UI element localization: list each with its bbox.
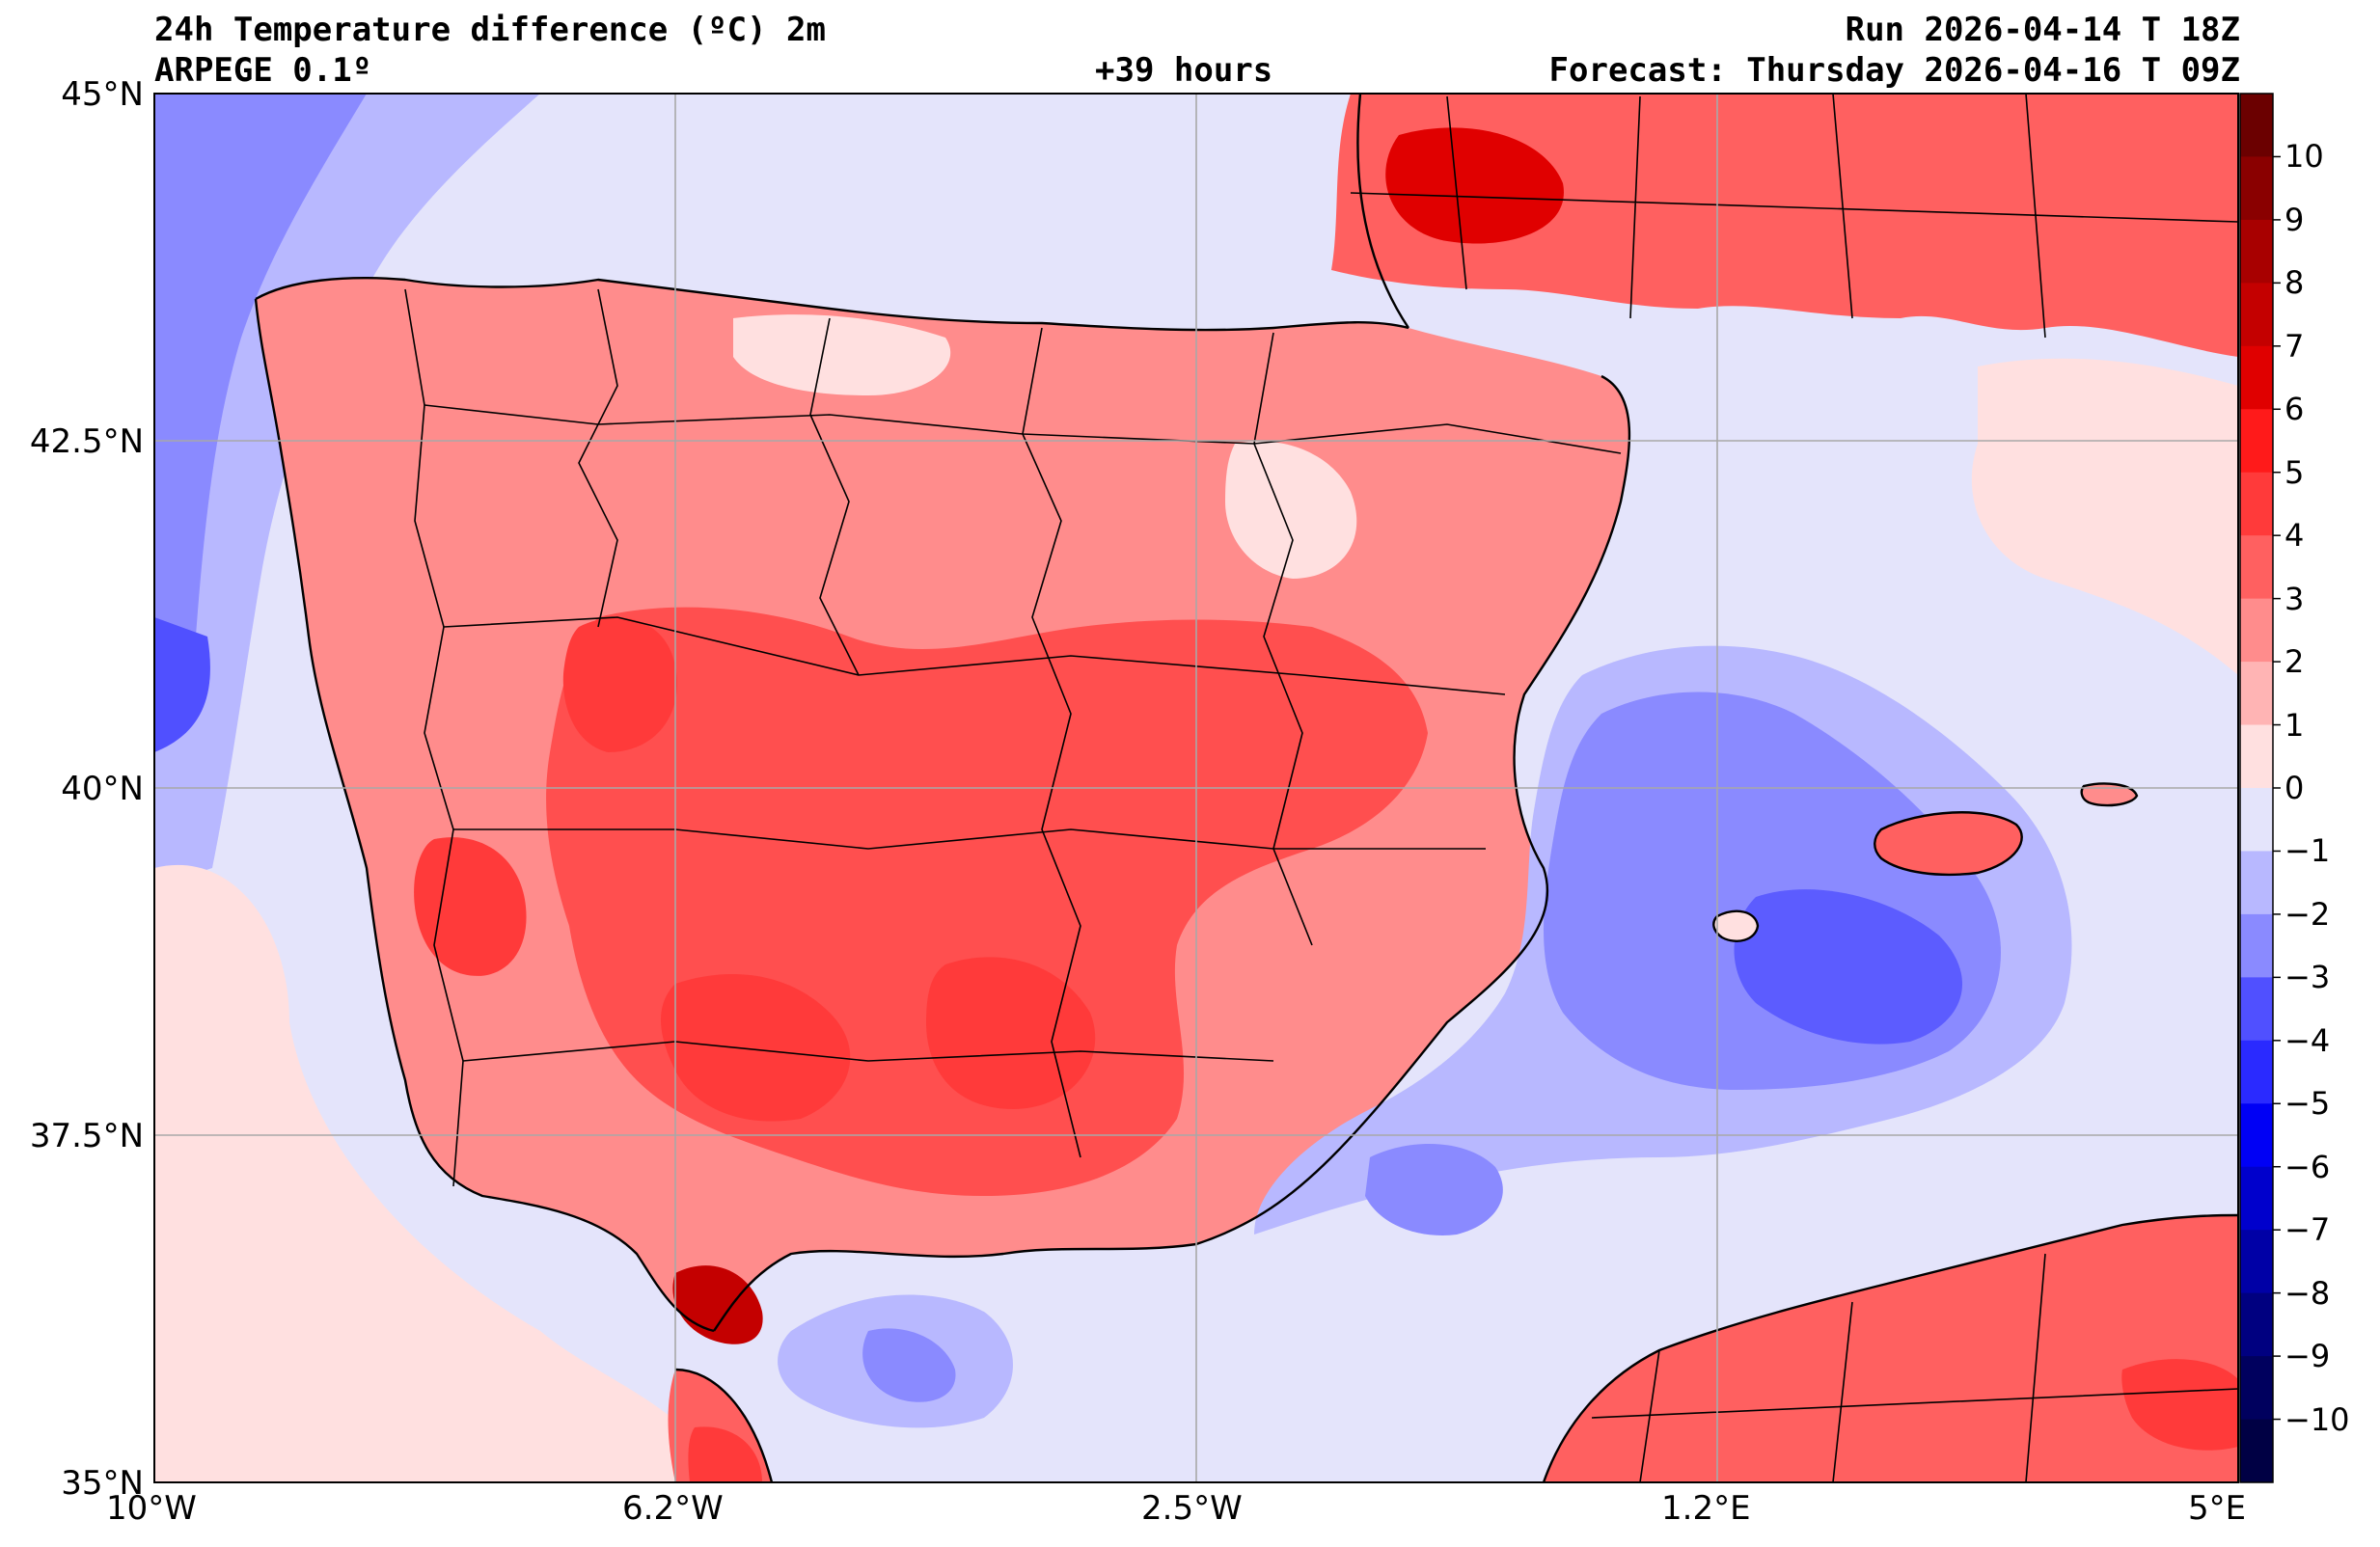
colorbar-swatch xyxy=(2240,156,2273,221)
colorbar-label: −5 xyxy=(2284,1085,2331,1123)
colorbar-swatch xyxy=(2240,1292,2273,1357)
run-time: Run 2026-04-14 T 18Z xyxy=(1845,11,2240,49)
map-field xyxy=(154,94,2238,1482)
mediterranean-cold-core xyxy=(1734,889,1962,1045)
colorbar-swatch xyxy=(2240,788,2273,852)
colorbar-label: 3 xyxy=(2284,580,2305,617)
ebro-valley-neutral xyxy=(1225,441,1357,579)
colorbar-label: 2 xyxy=(2284,643,2305,681)
gridlines xyxy=(154,94,2238,1482)
iberia-hot-zone-4 xyxy=(562,617,677,752)
colorbar-label: −1 xyxy=(2284,832,2331,870)
alboran-cold-core xyxy=(862,1328,956,1402)
colorbar-swatch xyxy=(2240,283,2273,347)
colorbar-label: 9 xyxy=(2284,201,2305,238)
colorbar-label: −8 xyxy=(2284,1274,2331,1312)
mallorca-island xyxy=(1874,812,2022,875)
colorbar xyxy=(2240,94,2281,1483)
lead-time: +39 hours xyxy=(1095,51,1273,90)
colorbar-swatch xyxy=(2240,1419,2273,1483)
lat-label-45n: 45°N xyxy=(61,75,144,114)
colorbar-swatch xyxy=(2240,219,2273,284)
colorbar-swatch xyxy=(2240,977,2273,1042)
colorbar-label: −6 xyxy=(2284,1148,2331,1185)
iberia-hot-zone-2 xyxy=(661,974,851,1122)
lat-label-35n: 35°N xyxy=(61,1464,144,1503)
iberia-hot-zone-3 xyxy=(926,957,1096,1109)
colorbar-label: 4 xyxy=(2284,517,2305,555)
colorbar-label: −10 xyxy=(2284,1400,2350,1438)
colorbar-label: 10 xyxy=(2284,138,2324,176)
gulf-of-lion-neutral xyxy=(1971,358,2238,675)
colorbar-swatch xyxy=(2240,724,2273,789)
algeria-hot-spot xyxy=(2121,1359,2238,1451)
colorbar-swatch xyxy=(2240,598,2273,663)
france-warm-area xyxy=(1331,94,2238,357)
colorbar-label: 7 xyxy=(2284,327,2305,365)
lat-label-42-5n: 42.5°N xyxy=(29,422,144,461)
lon-label-1-2e: 1.2°E xyxy=(1661,1489,1751,1528)
morocco-hot-spot xyxy=(688,1426,762,1482)
colorbar-label: 1 xyxy=(2284,706,2305,744)
colorbar-swatch xyxy=(2240,1040,2273,1104)
colorbar-label: −4 xyxy=(2284,1021,2331,1059)
map-frame xyxy=(153,93,2239,1483)
colorbar-label: 5 xyxy=(2284,453,2305,491)
colorbar-swatch xyxy=(2240,662,2273,726)
colorbar-swatch xyxy=(2240,913,2273,978)
colorbar-label: −9 xyxy=(2284,1338,2331,1375)
ibiza-island xyxy=(1713,910,1758,941)
south-atlantic-neutral xyxy=(154,864,733,1482)
france-hot-spot xyxy=(1385,127,1564,244)
colorbar-swatch xyxy=(2240,472,2273,536)
lon-label-5e: 5°E xyxy=(2188,1489,2247,1528)
colorbar-swatch xyxy=(2240,345,2273,410)
menorca-island xyxy=(2081,783,2137,806)
colorbar-swatch xyxy=(2240,1103,2273,1168)
colorbar-swatch xyxy=(2240,535,2273,600)
colorbar-swatch xyxy=(2240,409,2273,474)
colorbar-swatch xyxy=(2240,1230,2273,1294)
model-name: ARPEGE 0.1º xyxy=(154,51,372,90)
colorbar-swatch xyxy=(2240,851,2273,915)
lon-label-6-2w: 6.2°W xyxy=(622,1489,724,1528)
colorbar-label: −7 xyxy=(2284,1211,2331,1249)
murcia-coast-cold xyxy=(1365,1144,1503,1235)
colorbar-label: 0 xyxy=(2284,770,2305,806)
colorbar-swatch xyxy=(2240,1166,2273,1231)
colorbar-frame xyxy=(2239,93,2274,1483)
extremadura-hot-zone xyxy=(414,837,527,976)
coastlines xyxy=(254,94,2238,1482)
colorbar-label: 6 xyxy=(2284,391,2305,428)
lat-label-40n: 40°N xyxy=(61,770,144,808)
admin-borders xyxy=(404,94,2238,1482)
lat-label-37-5n: 37.5°N xyxy=(29,1117,144,1155)
colorbar-label: −2 xyxy=(2284,895,2331,933)
chart-title: 24h Temperature difference (ºC) 2m xyxy=(154,11,826,49)
lon-label-2-5w: 2.5°W xyxy=(1141,1489,1243,1528)
cantabrian-neutral xyxy=(733,314,951,395)
colorbar-swatch xyxy=(2240,94,2273,157)
atlantic-cold-core xyxy=(154,617,210,752)
atlantic-cold-band-2 xyxy=(154,94,367,714)
forecast-time: Forecast: Thursday 2026-04-16 T 09Z xyxy=(1548,51,2240,90)
lon-label-10w: 10°W xyxy=(106,1489,197,1528)
colorbar-label: 8 xyxy=(2284,264,2305,302)
colorbar-label: −3 xyxy=(2284,959,2331,996)
colorbar-swatch xyxy=(2240,1356,2273,1421)
